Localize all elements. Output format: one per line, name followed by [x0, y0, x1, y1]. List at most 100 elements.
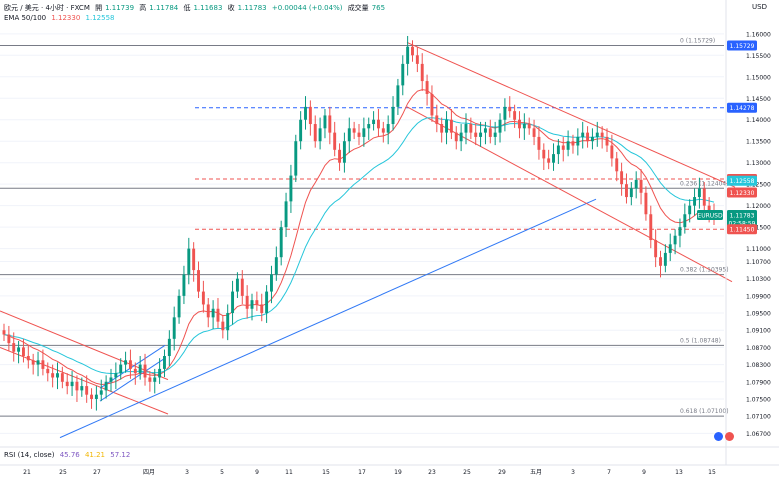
candle-body [201, 291, 205, 305]
candle-body [328, 115, 332, 133]
channel-lower-line [0, 346, 169, 415]
candle-body [216, 308, 220, 322]
candle-body [527, 124, 531, 129]
x-tick-label: 13 [675, 469, 683, 476]
candle-body [80, 386, 84, 391]
rsi-value-2: 41.21 [84, 451, 106, 459]
flash-icon[interactable] [714, 432, 723, 441]
fib-level-label: 0.382 (1.10395) [680, 267, 729, 274]
candle-body [274, 257, 278, 275]
candle-body [571, 141, 575, 146]
open-value: 1.11739 [105, 4, 135, 12]
candle-body [143, 364, 147, 378]
price-axis[interactable]: 1.16000 1.15500 1.15000 1.14500 1.14000 1.135… [725, 0, 771, 465]
y-tick-label: 1.08700 [746, 345, 771, 352]
candle-body [235, 278, 239, 292]
candle-body [347, 128, 351, 142]
y-tick-label: 1.10700 [746, 259, 771, 266]
horizontal-levels [0, 44, 724, 417]
y-tick-label: 1.15000 [746, 74, 771, 81]
candle-body [488, 128, 492, 137]
candle-body [167, 338, 171, 357]
candle-body [109, 377, 113, 382]
candle-body [245, 295, 249, 309]
y-tick-label: 1.14000 [746, 117, 771, 124]
time-axis[interactable]: 21 25 27 四月 3 5 9 11 15 17 19 23 25 29 五月 3 7 9 13 15 [0, 446, 779, 476]
candle-body [372, 119, 376, 125]
candle-body [498, 119, 502, 133]
candle-body [119, 364, 123, 374]
x-tick-label: 25 [463, 469, 471, 476]
candle-body [590, 136, 594, 142]
candle-body [128, 360, 132, 369]
fib-level-label: 0.5 (1.08748) [680, 337, 721, 344]
candle-body [406, 46, 410, 64]
candle-body [576, 136, 580, 146]
candle-body [12, 343, 16, 352]
candle-body [177, 295, 181, 318]
candle-body [75, 381, 79, 391]
candle-body [469, 124, 473, 133]
candle-body [304, 106, 307, 120]
low-label: 低 [183, 4, 191, 12]
price-badge-label: 1.14278 [730, 105, 755, 112]
fib-level-label: 0 (1.15729) [680, 37, 715, 44]
candle-body [158, 368, 162, 378]
candle-body [376, 119, 380, 129]
rsi-legend[interactable]: RSI (14, close) 45.76 41.21 57.12 [4, 451, 133, 459]
candle-body [683, 214, 687, 228]
price-badge-label: 1.11783 [730, 212, 755, 219]
candle-body [90, 394, 93, 399]
candle-body [284, 201, 288, 228]
fibonacci-labels: 0 (1.15729) 0.236 (1.12404) 0.382 (1.10395… [680, 37, 729, 415]
candle-body [352, 128, 356, 133]
x-tick-label: 四月 [143, 469, 155, 476]
candle-body [522, 124, 526, 129]
candle-body [51, 373, 55, 378]
price-badge-label: 1.11450 [730, 227, 755, 234]
candle-body [508, 106, 512, 112]
candle-body [104, 381, 108, 391]
high-value: 1.11784 [149, 4, 179, 12]
ema-lines [3, 89, 715, 386]
ema-legend[interactable]: EMA 50/100 1.12330 1.12558 [4, 14, 117, 22]
y-tick-label: 1.10300 [746, 276, 771, 283]
candle-body [479, 132, 483, 137]
change-value: +0.00044 (+0.04%) [271, 4, 343, 12]
candle-body [435, 115, 439, 125]
candle-body [425, 81, 429, 94]
x-tick-label: 27 [93, 469, 101, 476]
ema50-value: 1.12330 [51, 14, 81, 22]
y-tick-label: 1.16000 [746, 31, 771, 38]
candle-body [197, 270, 200, 292]
candle-body [556, 145, 560, 155]
candle-body [221, 321, 225, 331]
price-badge-label: 1.12558 [730, 178, 755, 185]
y-tick-label: 1.11500 [746, 225, 771, 232]
candle-body [26, 356, 30, 361]
candle-body [333, 132, 337, 150]
symbol-title[interactable]: 欧元 / 美元 · 4小时 · FXCM [4, 4, 90, 12]
x-tick-label: 23 [428, 469, 436, 476]
flag-icon[interactable] [725, 432, 734, 441]
candle-body [396, 85, 400, 107]
candle-body [386, 124, 390, 133]
candle-body [342, 141, 346, 163]
close-value: 1.11783 [237, 4, 267, 12]
y-tick-label: 1.13000 [746, 160, 771, 167]
candle-body [192, 248, 196, 271]
candle-body [46, 368, 50, 374]
candlestick-series [2, 35, 716, 411]
candle-body [240, 278, 244, 296]
candle-body [566, 141, 570, 150]
candle-body [367, 124, 371, 129]
price-badge [697, 209, 723, 220]
candle-body [308, 106, 312, 125]
rising-trend-line [59, 198, 597, 439]
x-tick-label: 15 [708, 469, 716, 476]
x-tick-label: 17 [358, 469, 366, 476]
candle-body [362, 128, 366, 137]
price-badge-label: 02:58:59 [729, 220, 756, 227]
currency-label: USD [752, 3, 767, 11]
